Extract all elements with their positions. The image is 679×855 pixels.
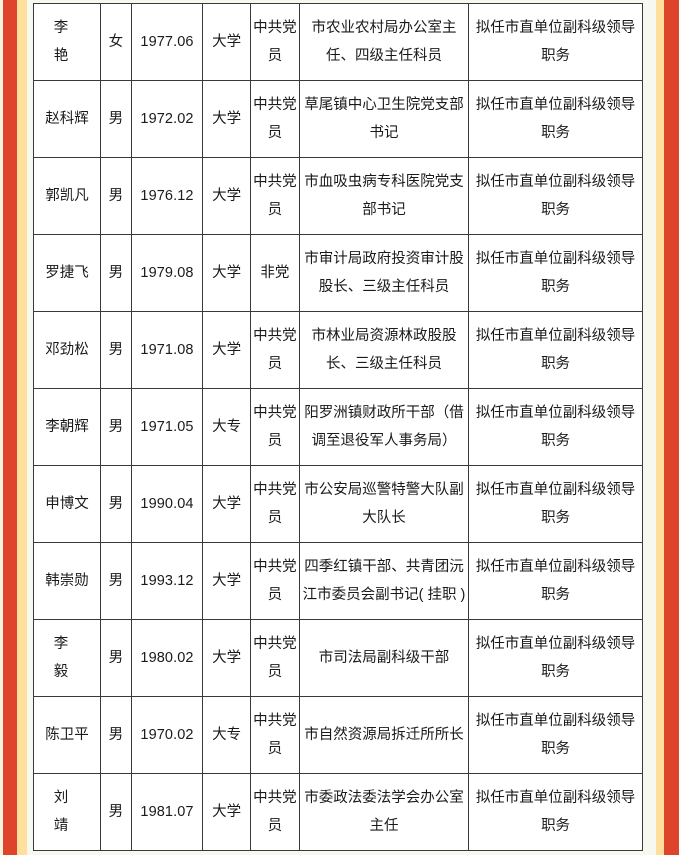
table-row: 李 艳女 1977.06 大学 中共党员 市农业农村局办公室主任、四级主任科员 拟任市直单… — [32, 3, 643, 81]
cell-education: 大学 — [202, 542, 251, 620]
cell-position: 草尾镇中心卫生院党支部书记 — [298, 80, 470, 158]
cell-note: 拟任市直单位副科级领导职务 — [468, 773, 643, 851]
cell-name: 刘 靖 — [32, 773, 102, 851]
personnel-roster-table: 李 艳女 1977.06 大学 中共党员 市农业农村局办公室主任、四级主任科员 拟任市直单… — [32, 3, 643, 851]
cell-sex: 男 — [100, 388, 132, 466]
cell-birth: 1990.04 — [130, 465, 204, 543]
left-gold-border-band — [17, 0, 27, 855]
cell-education: 大专 — [202, 388, 251, 466]
cell-note: 拟任市直单位副科级领导职务 — [468, 80, 643, 158]
roster-table-body: 李 艳女 1977.06 大学 中共党员 市农业农村局办公室主任、四级主任科员 拟任市直单… — [32, 3, 643, 851]
cell-party: 中共党员 — [250, 696, 300, 774]
cell-name: 李 艳 — [32, 3, 102, 81]
cell-note: 拟任市直单位副科级领导职务 — [468, 311, 643, 389]
cell-party: 中共党员 — [250, 3, 300, 81]
cell-party: 中共党员 — [250, 773, 300, 851]
cell-education: 大专 — [202, 696, 251, 774]
cell-birth: 1972.02 — [130, 80, 204, 158]
cell-education: 大学 — [202, 311, 251, 389]
table-row: 李朝辉男 1971.05 大专 中共党员 阳罗洲镇财政所干部（借调至退役军人事务局） 拟任… — [32, 388, 643, 466]
left-red-border-band — [3, 0, 17, 855]
cell-education: 大学 — [202, 773, 251, 851]
cell-education: 大学 — [202, 3, 251, 81]
cell-birth: 1976.12 — [130, 157, 204, 235]
cell-education: 大学 — [202, 80, 251, 158]
table-row: 赵科辉男 1972.02 大学 中共党员 草尾镇中心卫生院党支部书记 拟任市直单位副科级领… — [32, 80, 643, 158]
cell-note: 拟任市直单位副科级领导职务 — [468, 388, 643, 466]
cell-position: 市委政法委法学会办公室主任 — [298, 773, 470, 851]
cell-sex: 男 — [100, 465, 132, 543]
cell-sex: 男 — [100, 696, 132, 774]
cell-birth: 1977.06 — [130, 3, 204, 81]
table-row: 陈卫平男 1970.02 大专 中共党员 市自然资源局拆迁所所长 拟任市直单位副科级领导职… — [32, 696, 643, 774]
cell-position: 阳罗洲镇财政所干部（借调至退役军人事务局） — [298, 388, 470, 466]
cell-birth: 1980.02 — [130, 619, 204, 697]
cell-position: 市农业农村局办公室主任、四级主任科员 — [298, 3, 470, 81]
cell-party: 中共党员 — [250, 465, 300, 543]
cell-birth: 1970.02 — [130, 696, 204, 774]
cell-position: 市自然资源局拆迁所所长 — [298, 696, 470, 774]
cell-education: 大学 — [202, 234, 251, 312]
left-outer-edge-band — [0, 0, 3, 855]
table-row: 刘 靖男 1981.07 大学 中共党员 市委政法委法学会办公室主任 拟任市直单位副科级领… — [32, 773, 643, 851]
cell-name: 赵科辉 — [32, 80, 102, 158]
cell-note: 拟任市直单位副科级领导职务 — [468, 157, 643, 235]
cell-education: 大学 — [202, 465, 251, 543]
cell-education: 大学 — [202, 157, 251, 235]
cell-note: 拟任市直单位副科级领导职务 — [468, 542, 643, 620]
cell-birth: 1971.08 — [130, 311, 204, 389]
cell-birth: 1981.07 — [130, 773, 204, 851]
cell-party: 中共党员 — [250, 388, 300, 466]
cell-sex: 男 — [100, 80, 132, 158]
table-row: 邓劲松男 1971.08 大学 中共党员 市林业局资源林政股股长、三级主任科员 拟任市直单… — [32, 311, 643, 389]
cell-name: 李朝辉 — [32, 388, 102, 466]
cell-sex: 男 — [100, 773, 132, 851]
cell-position: 市血吸虫病专科医院党支部书记 — [298, 157, 470, 235]
cell-party: 中共党员 — [250, 542, 300, 620]
cell-sex: 男 — [100, 542, 132, 620]
right-gold-border-band — [656, 0, 664, 855]
cell-sex: 男 — [100, 311, 132, 389]
cell-position: 市公安局巡警特警大队副大队长 — [298, 465, 470, 543]
cell-name: 申博文 — [32, 465, 102, 543]
table-row: 李 毅男 1980.02 大学 中共党员 市司法局副科级干部 拟任市直单位副科级领导职务 — [32, 619, 643, 697]
cell-name: 韩崇勋 — [32, 542, 102, 620]
table-row: 郭凯凡男 1976.12 大学 中共党员 市血吸虫病专科医院党支部书记 拟任市直单位副科级… — [32, 157, 643, 235]
cell-sex: 女 — [100, 3, 132, 81]
cell-sex: 男 — [100, 157, 132, 235]
cell-party: 中共党员 — [250, 80, 300, 158]
cell-party: 中共党员 — [250, 619, 300, 697]
table-row: 申博文男 1990.04 大学 中共党员 市公安局巡警特警大队副大队长 拟任市直单位副科级… — [32, 465, 643, 543]
cell-note: 拟任市直单位副科级领导职务 — [468, 3, 643, 81]
cell-name: 邓劲松 — [32, 311, 102, 389]
cell-position: 四季红镇干部、共青团沅江市委员会副书记( 挂职 ) — [298, 542, 470, 620]
cell-party: 中共党员 — [250, 157, 300, 235]
cell-party: 中共党员 — [250, 311, 300, 389]
cell-sex: 男 — [100, 619, 132, 697]
cell-position: 市审计局政府投资审计股股长、三级主任科员 — [298, 234, 470, 312]
cell-note: 拟任市直单位副科级领导职务 — [468, 234, 643, 312]
cell-name: 罗捷飞 — [32, 234, 102, 312]
cell-note: 拟任市直单位副科级领导职务 — [468, 465, 643, 543]
cell-position: 市林业局资源林政股股长、三级主任科员 — [298, 311, 470, 389]
table-row: 罗捷飞男 1979.08 大学 非党 市审计局政府投资审计股股长、三级主任科员 拟任市直单… — [32, 234, 643, 312]
cell-birth: 1979.08 — [130, 234, 204, 312]
cell-education: 大学 — [202, 619, 251, 697]
table-row: 韩崇勋男 1993.12 大学 中共党员 四季红镇干部、共青团沅江市委员会副书记( 挂职… — [32, 542, 643, 620]
cell-party: 非党 — [250, 234, 300, 312]
cell-note: 拟任市直单位副科级领导职务 — [468, 619, 643, 697]
cell-birth: 1993.12 — [130, 542, 204, 620]
cell-sex: 男 — [100, 234, 132, 312]
cell-name: 陈卫平 — [32, 696, 102, 774]
cell-birth: 1971.05 — [130, 388, 204, 466]
cell-position: 市司法局副科级干部 — [298, 619, 470, 697]
cell-name: 李 毅 — [32, 619, 102, 697]
right-red-border-band — [664, 0, 679, 855]
cell-note: 拟任市直单位副科级领导职务 — [468, 696, 643, 774]
cell-name: 郭凯凡 — [32, 157, 102, 235]
